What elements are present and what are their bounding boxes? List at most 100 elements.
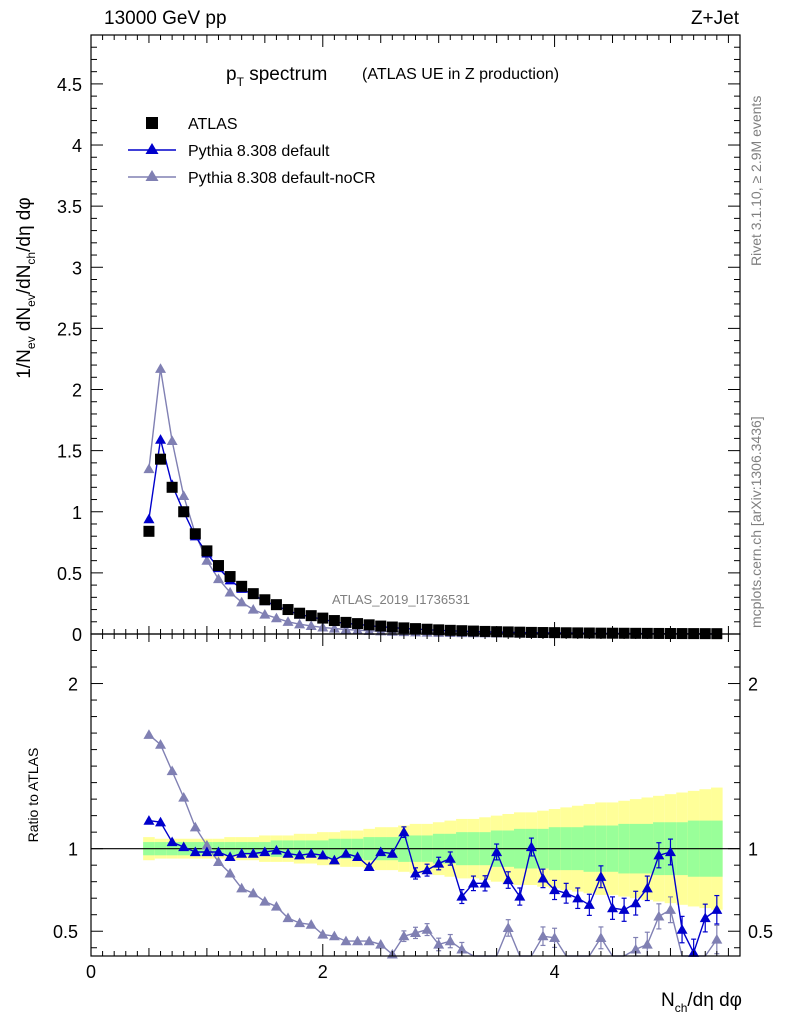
- ratio-y-tick-label-right: 1: [748, 840, 758, 860]
- ratio-point-nocr: [143, 729, 155, 739]
- ratio-point-nocr: [711, 933, 723, 944]
- main-point-atlas: [143, 525, 155, 537]
- ratio-point-default: [433, 858, 445, 868]
- ratio-point-default: [583, 899, 595, 909]
- ratio-point-default: [421, 864, 433, 875]
- ratio-point-nocr: [433, 938, 445, 949]
- ratio-point-default: [479, 877, 491, 888]
- ratio-point-default: [363, 861, 375, 871]
- ratio-point-default: [653, 849, 665, 860]
- x-tick-label: 4: [550, 962, 560, 982]
- ratio-point-nocr: [653, 910, 665, 921]
- plot-subtitle: (ATLAS UE in Z production): [362, 66, 559, 83]
- ratio-point-default: [189, 846, 201, 857]
- y-tick-label: 4.5: [57, 75, 82, 95]
- x-tick-label: 0: [86, 962, 96, 982]
- mcplots-info: mcplots.cern.ch [arXiv:1306.3436]: [748, 416, 764, 628]
- main-point-nocr: [143, 463, 155, 474]
- ratio-point-default: [502, 874, 514, 885]
- main-point-atlas: [212, 560, 224, 572]
- ratio-point-nocr: [340, 935, 352, 946]
- ratio-point-nocr: [247, 887, 259, 898]
- main-point-atlas: [247, 588, 259, 600]
- ratio-point-nocr: [212, 856, 224, 867]
- main-point-atlas: [340, 616, 352, 628]
- axis-ticks: 0 2 4 0 0.5 1 1.5 2 2.5 3 3.5 4 4.5 0.5 0.5 1 1 2 2: [53, 34, 773, 982]
- ratio-point-default: [641, 882, 653, 893]
- main-point-atlas: [178, 506, 190, 518]
- legend-atlas-label: ATLAS: [188, 116, 238, 133]
- main-point-atlas: [352, 618, 364, 630]
- main-point-atlas: [189, 528, 201, 540]
- main-point-atlas: [259, 594, 271, 606]
- y-tick-label: 0.5: [57, 564, 82, 584]
- main-point-nocr: [212, 573, 224, 584]
- analysis-tag: ATLAS_2019_I1736531: [332, 592, 470, 607]
- ratio-point-nocr: [155, 739, 167, 749]
- ratio-point-default: [386, 848, 398, 858]
- main-point-nocr: [247, 604, 259, 614]
- main-point-atlas: [270, 599, 282, 611]
- ratio-point-nocr: [352, 935, 364, 946]
- x-axis-label: Nch/dη dφ: [661, 990, 742, 1015]
- main-point-atlas: [317, 612, 329, 624]
- ratio-point-default: [398, 826, 410, 837]
- ratio-y-tick-label: 2: [68, 675, 78, 695]
- main-point-atlas: [386, 621, 398, 633]
- ratio-point-default: [259, 846, 271, 857]
- y-tick-label: 2: [72, 381, 82, 401]
- ratio-point-default: [491, 846, 503, 857]
- main-point-nocr: [305, 620, 317, 631]
- main-point-nocr: [178, 490, 190, 500]
- main-point-default: [155, 434, 167, 444]
- legend-default-marker: [145, 143, 159, 154]
- main-point-nocr: [328, 622, 340, 633]
- ratio-point-nocr: [456, 943, 468, 954]
- ratio-point-nocr: [224, 867, 236, 878]
- main-point-nocr: [259, 608, 271, 619]
- main-point-nocr: [340, 623, 352, 634]
- ratio-point-default: [236, 848, 248, 858]
- ratio-point-nocr: [375, 938, 387, 949]
- plot-title: pT spectrum: [226, 64, 327, 89]
- ratio-point-default: [155, 816, 167, 827]
- ratio-point-nocr: [502, 922, 514, 933]
- ratio-point-default: [572, 892, 584, 903]
- ratio-point-default: [166, 836, 178, 847]
- ratio-point-nocr: [537, 930, 549, 941]
- ratio-point-default: [143, 815, 155, 825]
- y-tick-label: 4: [72, 136, 82, 156]
- main-point-nocr: [282, 616, 294, 626]
- legend-default-label: Pythia 8.308 default: [188, 143, 330, 160]
- main-point-nocr: [224, 586, 236, 597]
- ratio-y-axis-label: Ratio to ATLAS: [25, 748, 41, 843]
- ratio-point-nocr: [363, 935, 375, 946]
- y-tick-label: 1: [72, 503, 82, 523]
- ratio-point-default: [317, 849, 329, 860]
- main-point-nocr: [236, 596, 248, 607]
- ratio-point-nocr: [595, 932, 607, 942]
- ratio-point-default: [711, 904, 723, 914]
- ratio-point-default: [595, 871, 607, 881]
- legend-atlas-marker: [146, 117, 158, 129]
- ratio-point-default: [549, 884, 561, 895]
- ratio-y-tick-label: 0.5: [53, 922, 78, 942]
- ratio-point-default: [676, 924, 688, 934]
- ratio-point-nocr: [166, 765, 178, 776]
- ratio-point-default: [247, 848, 259, 858]
- ratio-point-nocr: [421, 924, 433, 934]
- main-point-default: [143, 513, 155, 524]
- y-tick-label: 1.5: [57, 442, 82, 462]
- main-y-axis-label: 1/Nev dNev/dNch/dη dφ: [14, 197, 38, 378]
- ratio-point-nocr: [549, 932, 561, 942]
- ratio-point-nocr: [282, 912, 294, 923]
- ratio-point-default: [375, 846, 387, 857]
- legend-nocr-label: Pythia 8.308 default-noCR: [188, 170, 376, 187]
- x-tick-label: 2: [318, 962, 328, 982]
- main-point-atlas: [410, 623, 421, 635]
- ratio-point-nocr: [259, 896, 271, 906]
- rivet-info: Rivet 3.1.10, ≥ 2.9M events: [748, 96, 764, 266]
- ratio-point-default: [467, 877, 479, 888]
- main-point-atlas: [363, 619, 375, 631]
- ratio-point-default: [212, 846, 224, 857]
